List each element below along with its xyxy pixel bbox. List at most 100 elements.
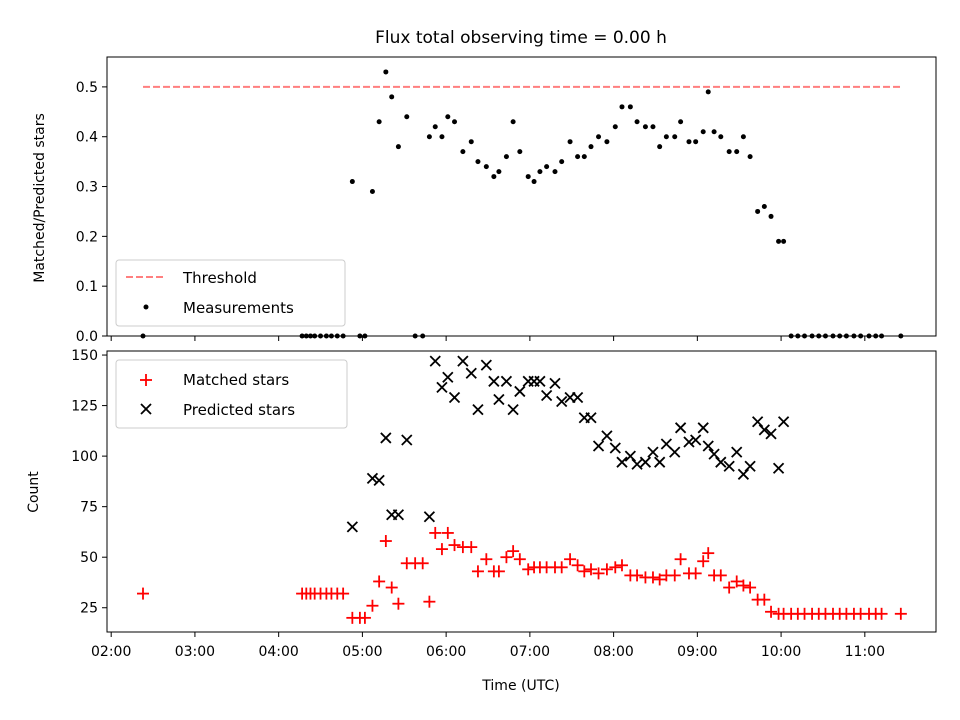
top-panel-title: Flux total observing time = 0.00 h <box>375 28 667 48</box>
matched-stars-point <box>423 595 436 608</box>
measurement-point <box>510 119 516 125</box>
matched-stars-point <box>737 579 750 592</box>
predicted-stars-point <box>556 395 568 408</box>
predicted-stars-point <box>674 422 687 434</box>
predicted-legend-label: Predicted stars <box>183 401 295 419</box>
matched-stars-point <box>875 607 888 620</box>
matched-stars-point <box>522 563 535 576</box>
measurement-point <box>663 134 669 140</box>
measurement-point <box>657 144 663 150</box>
bottom-xtick-label: 10:00 <box>761 644 801 660</box>
matched-stars-point <box>492 565 505 578</box>
matched-stars-point <box>585 563 598 576</box>
matched-stars-point <box>373 575 386 588</box>
measurement-point <box>552 169 558 175</box>
bottom-xtick-label: 02:00 <box>91 644 131 660</box>
matched-stars-point <box>392 597 405 610</box>
bottom-ytick-label: 50 <box>80 550 98 566</box>
matched-stars-point <box>448 539 461 552</box>
measurement-point <box>627 104 633 110</box>
predicted-stars-point <box>624 450 636 462</box>
bottom-panel-plot-area <box>137 355 907 624</box>
measurement-point <box>445 114 451 120</box>
top-panel-plot-area <box>140 69 904 339</box>
measurement-point <box>747 154 753 160</box>
predicted-stars-point <box>540 389 553 402</box>
measurement-point <box>404 114 410 120</box>
predicted-stars-point <box>346 521 358 533</box>
bottom-ytick-label: 100 <box>71 449 98 465</box>
matched-stars-point <box>609 561 622 574</box>
predicted-stars-point <box>373 474 385 487</box>
measurement-point <box>468 139 474 145</box>
predicted-legend-marker <box>140 403 152 415</box>
predicted-stars-point <box>472 403 484 416</box>
measurement-point <box>634 119 640 125</box>
predicted-stars-point <box>448 391 461 404</box>
measurement-point <box>383 69 389 75</box>
matched-stars-point <box>465 541 478 554</box>
top-ytick-label: 0.0 <box>76 329 98 345</box>
measurement-point <box>776 238 782 244</box>
predicted-stars-point <box>465 367 477 379</box>
matched-stars-point <box>441 526 454 539</box>
matched-stars-point <box>555 561 568 574</box>
top-ytick-label: 0.4 <box>76 130 98 146</box>
matched-stars-point <box>435 543 448 556</box>
predicted-stars-point <box>507 403 519 416</box>
measurement-point <box>395 144 401 150</box>
predicted-stars-point <box>683 436 695 448</box>
measurement-point <box>726 149 732 155</box>
measurement-point <box>531 179 537 185</box>
bottom-xtick-label: 08:00 <box>593 644 633 660</box>
predicted-stars-point <box>669 446 681 458</box>
top-ytick-label: 0.5 <box>76 80 98 96</box>
predicted-stars-point <box>631 458 643 470</box>
matched-stars-point <box>702 547 715 560</box>
measurement-point <box>705 89 711 95</box>
measurement-point <box>460 149 466 155</box>
top-panel-legend: Threshold Measurements <box>115 259 346 327</box>
predicted-stars-point <box>647 446 659 458</box>
measurements-legend-label: Measurements <box>183 299 294 317</box>
bottom-ytick-label: 75 <box>80 500 98 516</box>
predicted-stars-point <box>772 462 785 474</box>
predicted-stars-point <box>534 375 546 387</box>
matched-stars-point <box>615 559 628 572</box>
measurement-point <box>496 169 502 175</box>
measurement-point <box>612 124 618 130</box>
bottom-xtick-label: 03:00 <box>175 644 215 660</box>
measurement-point <box>483 164 489 170</box>
measurement-point <box>376 119 382 125</box>
bottom-xtick-label: 11:00 <box>845 644 885 660</box>
bottom-panel-ylabel: Count <box>26 471 42 513</box>
measurement-point <box>544 164 550 170</box>
measurement-point <box>567 139 573 145</box>
top-legend-box <box>115 259 346 327</box>
matched-stars-point <box>337 587 350 600</box>
predicted-stars-point <box>744 460 756 472</box>
predicted-stars-point <box>429 355 441 367</box>
matched-stars-point <box>500 551 513 564</box>
measurement-point <box>559 159 565 165</box>
predicted-stars-point <box>708 448 720 460</box>
matched-legend-marker <box>140 374 152 386</box>
predicted-stars-point <box>366 472 379 484</box>
predicted-stars-point <box>723 460 735 472</box>
matched-stars-point <box>697 555 710 568</box>
predicted-stars-point <box>616 456 628 468</box>
matched-stars-point <box>564 553 577 566</box>
predicted-stars-point <box>436 381 448 394</box>
matched-stars-point <box>894 607 907 620</box>
predicted-stars-point <box>549 377 561 389</box>
measurement-point <box>588 144 594 150</box>
predicted-stars-point <box>488 375 500 387</box>
bottom-legend-box <box>115 359 348 429</box>
predicted-stars-point <box>731 446 743 458</box>
predicted-stars-point <box>500 375 513 387</box>
matched-stars-point <box>429 526 442 539</box>
matched-stars-point <box>592 567 605 580</box>
matched-stars-point <box>723 581 736 594</box>
measurement-point <box>349 179 355 185</box>
predicted-stars-point <box>457 355 469 367</box>
